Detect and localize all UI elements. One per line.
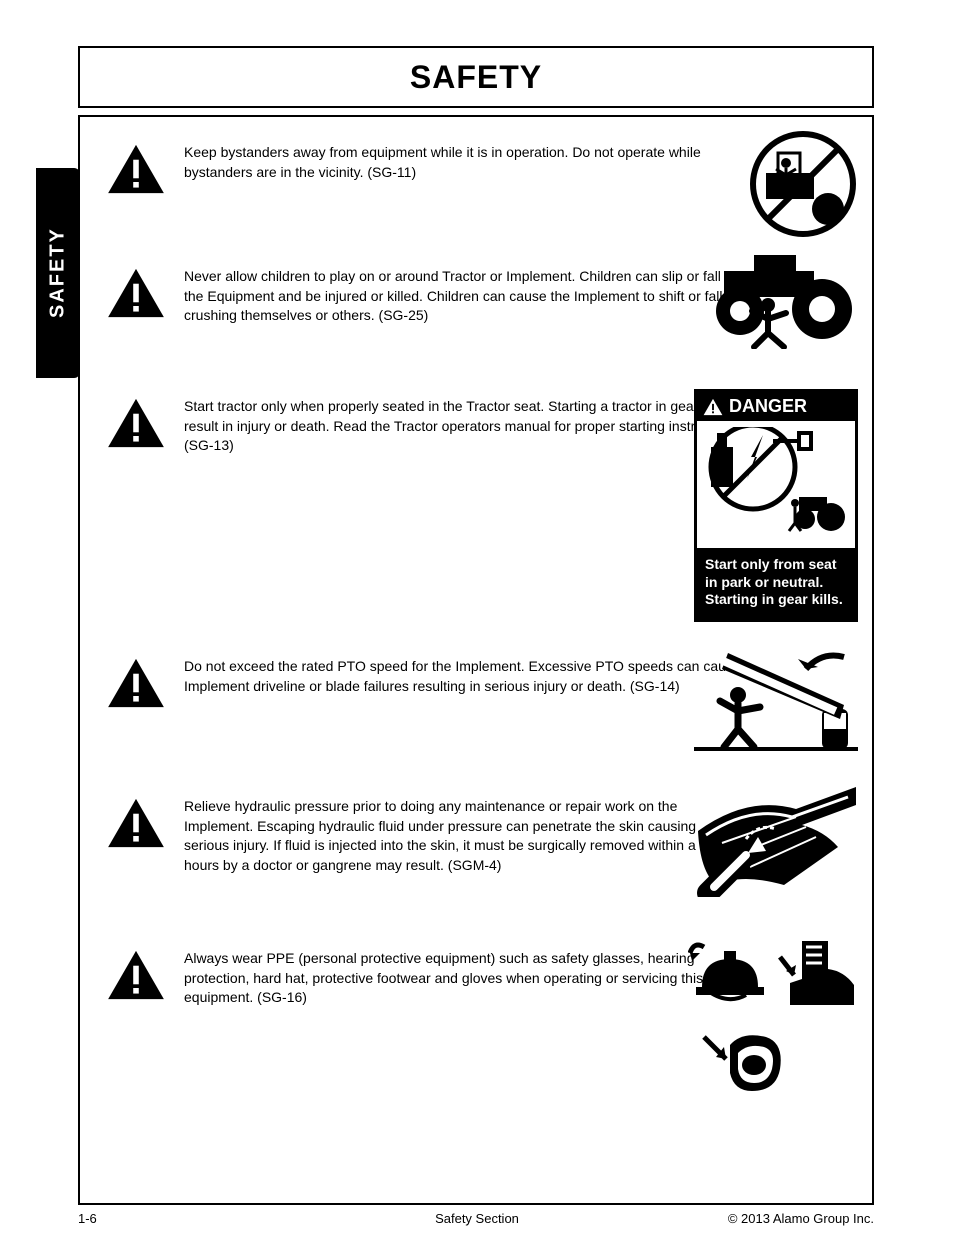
warning-triangle-icon (703, 398, 723, 416)
warning-triangle-icon (106, 267, 166, 319)
warning-triangle-icon (106, 797, 166, 849)
safety-paragraph: Relieve hydraulic pressure prior to doin… (184, 797, 744, 875)
safety-paragraph: Always wear PPE (personal protective equ… (184, 949, 744, 1008)
danger-pictogram-icon (703, 427, 849, 537)
safety-goggles-icon (700, 1029, 786, 1099)
hydraulic-injection-icon (688, 777, 858, 897)
safety-paragraph: Do not exceed the rated PTO speed for th… (184, 657, 744, 696)
warning-triangle-icon (106, 397, 166, 449)
page-frame: Keep bystanders away from equipment whil… (78, 115, 874, 1205)
content-area: Keep bystanders away from equipment whil… (80, 117, 872, 1203)
danger-body (697, 421, 855, 548)
danger-header-text: DANGER (729, 396, 807, 417)
danger-header: DANGER (697, 392, 855, 421)
footer-copyright: © 2013 Alamo Group Inc. (728, 1211, 874, 1226)
warning-triangle-icon (106, 657, 166, 709)
warning-triangle-icon (106, 949, 166, 1001)
side-tab: SAFETY (36, 168, 80, 378)
safety-paragraph: Keep bystanders away from equipment whil… (184, 143, 744, 182)
hardhat-icon (688, 935, 768, 1009)
title-box: SAFETY (78, 46, 874, 108)
no-bystander-icon (748, 129, 858, 239)
danger-label: DANGER (694, 389, 858, 622)
safety-paragraph: Start tractor only when properly seated … (184, 397, 744, 456)
tractor-runover-icon (694, 249, 858, 349)
page-title: SAFETY (410, 59, 542, 96)
danger-text: Start only from seat in park or neutral.… (697, 548, 855, 619)
safety-paragraph: Never allow children to play on or aroun… (184, 267, 744, 326)
safety-boot-icon (774, 935, 858, 1009)
side-tab-label: SAFETY (47, 228, 70, 319)
rotating-part-strike-icon (694, 647, 858, 757)
warning-triangle-icon (106, 143, 166, 195)
